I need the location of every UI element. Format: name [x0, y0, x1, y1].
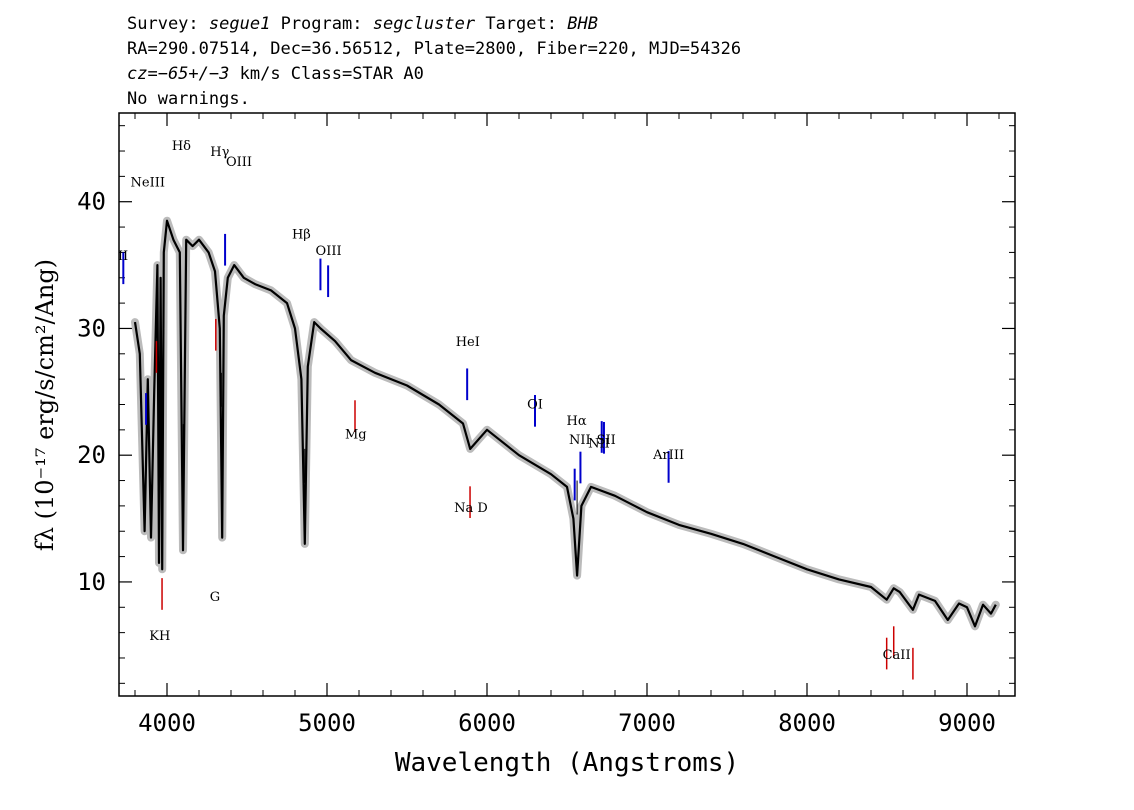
y-axis-label: fλ (10⁻¹⁷ erg/s/cm²/Ang) — [31, 259, 59, 551]
cz-value: −65+/−3 — [157, 64, 230, 84]
x-tick-label: 4000 — [138, 709, 196, 737]
cz-label: cz= — [127, 64, 158, 84]
emission-line-label: NII — [569, 433, 591, 448]
balmer-line-label: Hδ — [172, 139, 191, 154]
x-axis-label: Wavelength (Angstroms) — [395, 748, 739, 778]
absorption-line-label: KH — [149, 629, 170, 644]
absorption-line-label: Na D — [454, 501, 488, 516]
y-tick-label: 20 — [77, 441, 106, 469]
x-tick-label: 9000 — [938, 709, 996, 737]
plot-frame — [118, 112, 1016, 697]
emission-line-label: OI — [527, 397, 543, 412]
target-value: BHB — [567, 14, 598, 34]
balmer-line-label: Hα — [567, 414, 587, 429]
spectrum-line — [133, 219, 997, 628]
emission-line-label: NeIII — [131, 176, 165, 191]
emission-line-label: HeI — [456, 335, 480, 350]
survey-label: Survey: — [127, 14, 199, 34]
x-tick-label: 8000 — [778, 709, 836, 737]
header-line-4: No warnings. — [127, 89, 250, 109]
x-tick-label: 5000 — [298, 709, 356, 737]
spectrum-header: Survey: segue1 Program: segcluster Targe… — [127, 12, 741, 112]
program-value: segcluster — [372, 14, 476, 34]
emission-line-label: SII — [597, 433, 616, 448]
emission-line-label: II — [118, 249, 128, 264]
header-line-3: cz=−65+/−3 km/s Class=STAR A0 — [127, 62, 741, 87]
absorption-line-label: G — [210, 590, 220, 605]
target-label: Target: — [485, 14, 557, 34]
balmer-line-label: Hβ — [292, 227, 311, 242]
absorption-line-label: Mg — [345, 428, 367, 443]
x-tick-label: 7000 — [618, 709, 676, 737]
x-tick-label: 6000 — [458, 709, 516, 737]
program-label: Program: — [280, 14, 363, 34]
error-band — [131, 216, 1000, 631]
emission-line-label: ArIII — [652, 448, 684, 463]
y-tick-label: 10 — [77, 568, 106, 596]
y-tick-label: 40 — [77, 188, 106, 216]
emission-line-label: NII — [588, 437, 610, 452]
survey-value: segue1 — [208, 14, 271, 34]
balmer-line-label: Hγ — [210, 145, 229, 160]
class-info: km/s Class=STAR A0 — [229, 64, 424, 84]
emission-line-label: OIII — [316, 244, 342, 259]
emission-line-label: OIII — [226, 155, 252, 170]
y-tick-label: 30 — [77, 314, 106, 342]
absorption-line-label: CaII — [883, 648, 911, 663]
header-line-1: Survey: segue1 Program: segcluster Targe… — [127, 12, 741, 37]
header-line-2: RA=290.07514, Dec=36.56512, Plate=2800, … — [127, 39, 742, 59]
